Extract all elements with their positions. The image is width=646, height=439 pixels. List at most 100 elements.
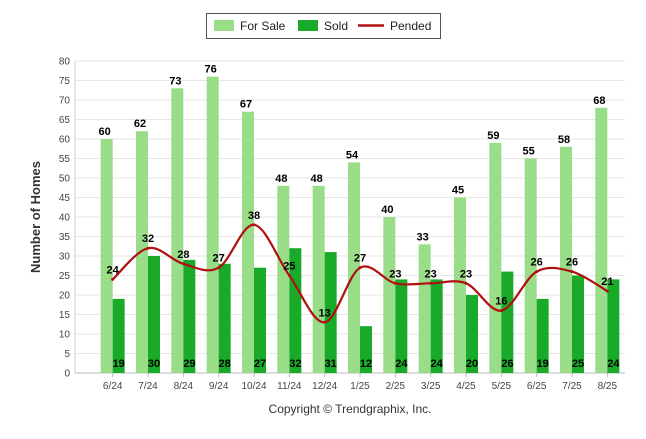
y-tick-label: 25 <box>59 271 71 282</box>
pended-value-label: 23 <box>460 268 472 280</box>
y-tick-label: 40 <box>59 213 71 224</box>
y-tick-label: 45 <box>59 193 71 204</box>
pended-point <box>499 309 503 313</box>
legend-label-for-sale: For Sale <box>240 19 286 33</box>
for-sale-bar <box>560 146 572 373</box>
x-axis: 6/24 7/24 8/24 9/24 10/24 11/24 12/24 1/25 2/25 3… <box>103 373 618 392</box>
sold-bar <box>607 279 620 373</box>
sold-bar <box>148 256 160 373</box>
pended-point <box>605 289 609 293</box>
sold-value-label: 31 <box>325 358 337 370</box>
sold-bar <box>183 259 196 373</box>
sold-value-label: 19 <box>537 358 549 370</box>
for-sale-value-label: 76 <box>205 64 217 76</box>
x-tick-label: 10/24 <box>241 381 266 392</box>
y-tick-label: 70 <box>59 96 71 107</box>
x-tick-label: 7/24 <box>138 381 158 392</box>
pended-point <box>111 277 115 281</box>
pended-point <box>287 274 291 277</box>
pended-point <box>181 262 185 266</box>
pended-point <box>535 270 539 274</box>
legend: For Sale Sold Pended <box>206 13 441 39</box>
pended-point <box>570 270 574 274</box>
pended-value-label: 25 <box>283 261 295 273</box>
x-tick-label: 2/25 <box>386 381 406 392</box>
y-tick-label: 10 <box>59 330 71 341</box>
pended-value-label: 16 <box>495 296 507 308</box>
sold-value-label: 29 <box>183 358 195 370</box>
for-sale-bar <box>418 244 431 373</box>
for-sale-value-label: 55 <box>523 146 535 158</box>
pended-point <box>464 281 468 285</box>
bars <box>100 76 620 374</box>
pended-point <box>323 320 327 324</box>
y-tick-label: 0 <box>64 369 70 380</box>
x-tick-label: 8/25 <box>598 381 618 392</box>
sold-bar <box>572 275 584 373</box>
sold-value-label: 26 <box>501 358 513 370</box>
for-sale-value-label: 62 <box>134 118 146 130</box>
legend-box <box>206 13 441 39</box>
x-tick-label: 8/24 <box>174 381 194 392</box>
pended-point <box>252 223 256 227</box>
sold-value-label: 30 <box>148 358 160 370</box>
sold-bar <box>430 279 443 373</box>
x-tick-label: 3/25 <box>421 381 441 392</box>
legend-swatch-for-sale <box>214 20 234 31</box>
x-tick-label: 6/24 <box>103 381 123 392</box>
copyright-text: Copyright © Trendgraphix, Inc. <box>269 402 432 416</box>
x-tick-label: 9/24 <box>209 381 229 392</box>
for-sale-value-label: 48 <box>311 173 323 185</box>
sold-value-label: 32 <box>289 358 301 370</box>
y-tick-label: 75 <box>59 76 71 87</box>
sold-bar <box>360 326 372 373</box>
for-sale-bar <box>489 142 502 373</box>
sold-value-label: 24 <box>395 358 408 370</box>
sold-value-label: 28 <box>219 358 231 370</box>
for-sale-value-label: 58 <box>558 134 570 146</box>
for-sale-value-label: 73 <box>169 75 181 87</box>
pended-value-label: 21 <box>601 276 613 288</box>
for-sale-bar <box>242 111 254 373</box>
for-sale-bar <box>383 217 396 373</box>
y-tick-label: 80 <box>59 57 71 68</box>
sold-bar <box>218 263 231 373</box>
legend-swatch-sold <box>298 20 318 31</box>
pended-value-label: 27 <box>354 253 366 265</box>
y-tick-label: 5 <box>64 349 70 360</box>
for-sale-value-label: 68 <box>593 95 605 107</box>
for-sale-bar <box>524 158 537 373</box>
pended-point <box>358 266 362 270</box>
for-sale-bar <box>277 185 290 373</box>
pended-value-label: 26 <box>531 257 543 269</box>
sold-value-label: 24 <box>607 358 620 370</box>
pended-line <box>111 223 609 324</box>
pended-value-label: 23 <box>425 268 437 280</box>
x-tick-label: 5/25 <box>492 381 512 392</box>
x-tick-label: 6/25 <box>527 381 547 392</box>
for-sale-value-label: 48 <box>275 173 287 185</box>
pended-point <box>393 281 397 285</box>
pended-value-label: 32 <box>142 233 154 245</box>
for-sale-value-label: 33 <box>417 231 429 243</box>
pended-value-label: 38 <box>248 210 260 222</box>
sold-bar <box>395 279 408 373</box>
pended-series-line <box>111 223 608 324</box>
y-tick-label: 65 <box>59 115 71 126</box>
for-sale-bar <box>348 162 360 373</box>
for-sale-value-label: 67 <box>240 99 252 111</box>
sold-value-label: 25 <box>572 358 584 370</box>
for-sale-bar <box>171 88 184 374</box>
for-sale-value-label: 59 <box>487 130 499 142</box>
x-tick-label: 11/24 <box>277 381 302 392</box>
for-sale-bar <box>454 197 466 373</box>
x-tick-label: 1/25 <box>350 381 370 392</box>
y-axis: 0 5 10 15 20 25 30 35 40 45 50 55 60 65 70 75 80 <box>59 57 71 380</box>
data-labels: 60 19 62 30 73 29 76 28 67 27 48 32 48 31 54 12 40 24 33 24… <box>99 64 621 370</box>
sold-bar <box>536 298 549 373</box>
legend-label-sold: Sold <box>324 19 348 33</box>
pended-value-label: 26 <box>566 257 578 269</box>
x-tick-label: 4/25 <box>456 381 476 392</box>
for-sale-value-label: 45 <box>452 185 464 197</box>
